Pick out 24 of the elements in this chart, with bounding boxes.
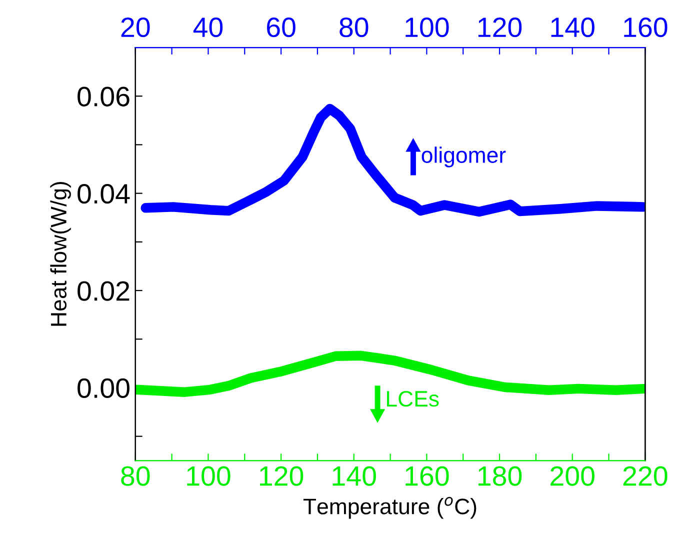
legend-label: LCEs (387, 390, 439, 407)
y-tick-label: 0.06 (78, 86, 130, 106)
legend-label: oligomer (422, 146, 506, 168)
y-tick-label: 0.04 (78, 184, 130, 204)
y-axis-title: Heat flow(W/g) (50, 182, 71, 326)
x-tick-label: 100 (187, 466, 230, 486)
y-tick-label: 0.02 (78, 281, 130, 301)
x-tick-label: 200 (550, 466, 594, 486)
x-tick-label: 220 (623, 466, 668, 486)
x-tick-label: 120 (260, 466, 304, 486)
x2-tick-label: 40 (193, 18, 223, 38)
x2-tick-label: 120 (478, 18, 522, 38)
x-axis-title: Temperature ($^{o}$C) (303, 496, 476, 519)
x-tick-label: 140 (332, 466, 376, 486)
x2-tick-label: 20 (121, 18, 150, 38)
x2-tick-label: 140 (551, 18, 594, 38)
x2-tick-label: 60 (267, 18, 296, 38)
x-tick-label: 180 (478, 466, 522, 486)
x2-tick-label: 100 (406, 18, 449, 38)
x2-tick-label: 160 (624, 18, 668, 38)
x-tick-label: 80 (121, 466, 150, 486)
y-tick-label: 0.00 (78, 378, 130, 398)
x-tick-label: 160 (406, 466, 449, 486)
x2-tick-label: 80 (340, 18, 368, 38)
